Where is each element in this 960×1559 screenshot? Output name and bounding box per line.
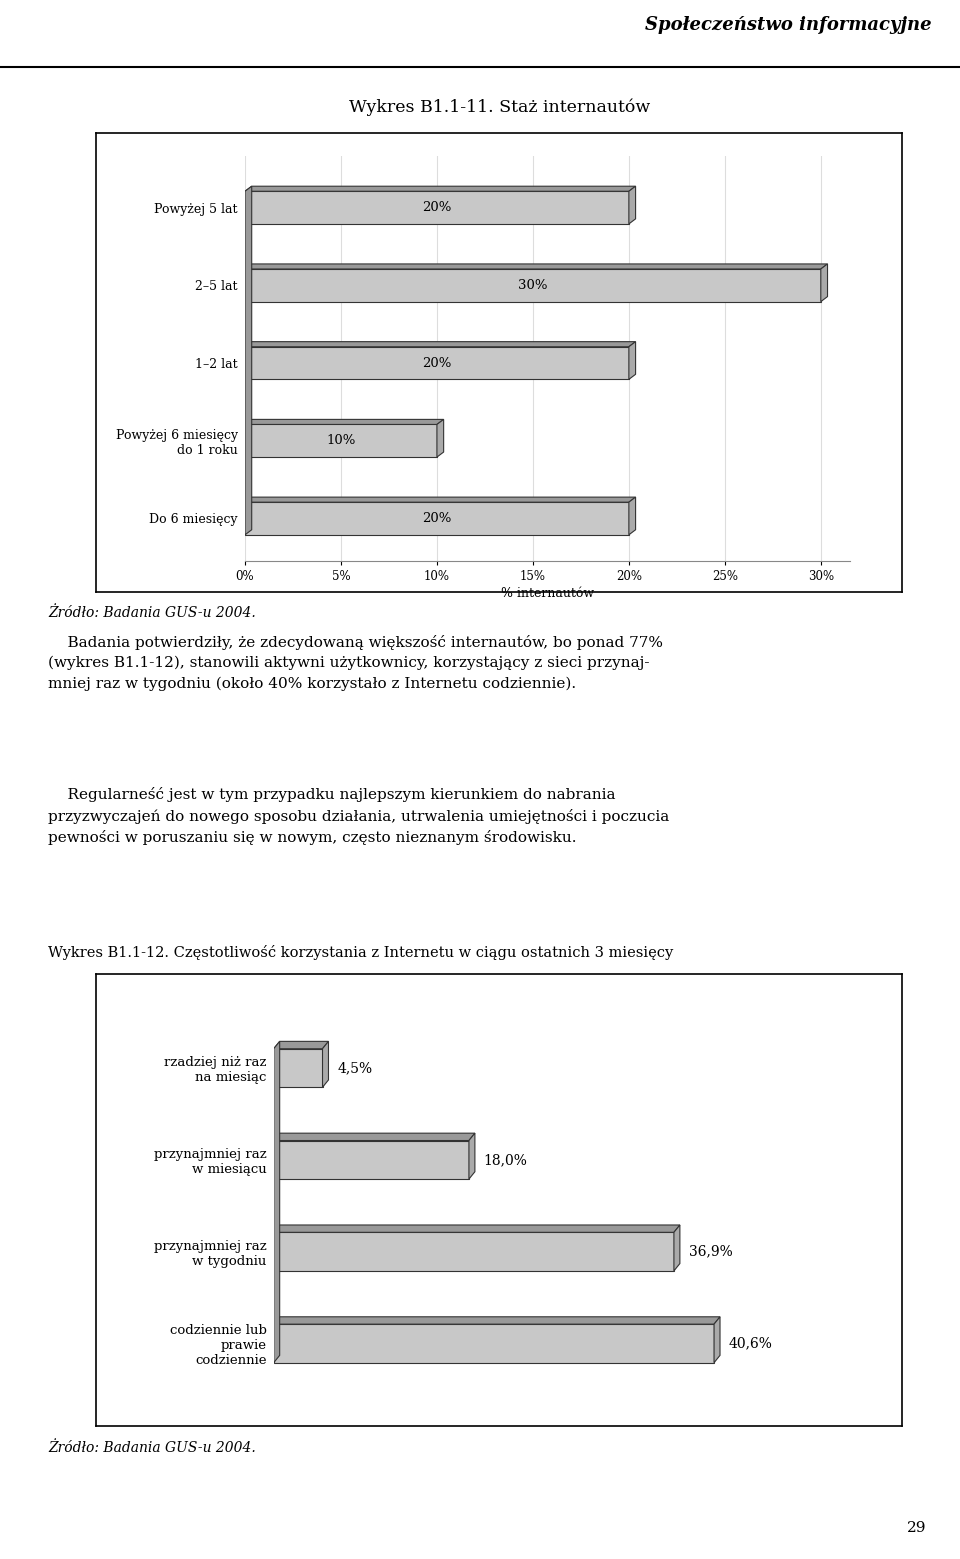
Polygon shape xyxy=(245,186,252,535)
Text: 20%: 20% xyxy=(422,511,451,525)
Text: 18,0%: 18,0% xyxy=(484,1152,527,1166)
Text: 20%: 20% xyxy=(422,357,451,369)
Polygon shape xyxy=(714,1317,720,1363)
Text: Żródło: Badania GUS-u 2004.: Żródło: Badania GUS-u 2004. xyxy=(48,606,255,619)
Polygon shape xyxy=(274,1041,328,1049)
FancyBboxPatch shape xyxy=(274,1049,323,1087)
Polygon shape xyxy=(629,186,636,224)
FancyBboxPatch shape xyxy=(245,424,437,457)
FancyBboxPatch shape xyxy=(245,270,821,301)
Polygon shape xyxy=(274,1041,279,1363)
Polygon shape xyxy=(245,341,636,346)
Text: Społeczeństwo informacyjne: Społeczeństwo informacyjne xyxy=(644,16,931,34)
FancyBboxPatch shape xyxy=(245,346,629,379)
Text: Badania potwierdziły, że zdecydowaną większość internautów, bo ponad 77%
(wykres: Badania potwierdziły, że zdecydowaną wię… xyxy=(48,635,663,691)
Polygon shape xyxy=(274,1225,680,1232)
Text: 4,5%: 4,5% xyxy=(337,1062,372,1076)
Polygon shape xyxy=(437,419,444,457)
Text: 10%: 10% xyxy=(326,435,355,447)
Text: Wykres B1.1-11. Staż internautów: Wykres B1.1-11. Staż internautów xyxy=(348,98,650,117)
Polygon shape xyxy=(468,1133,475,1179)
Polygon shape xyxy=(274,1317,720,1324)
Text: 30%: 30% xyxy=(518,279,547,292)
Polygon shape xyxy=(674,1225,680,1271)
Polygon shape xyxy=(245,186,636,192)
Text: 40,6%: 40,6% xyxy=(729,1336,773,1350)
Polygon shape xyxy=(323,1041,328,1087)
FancyBboxPatch shape xyxy=(274,1141,468,1179)
FancyBboxPatch shape xyxy=(245,192,629,224)
Text: 36,9%: 36,9% xyxy=(688,1244,732,1258)
Text: Żródło: Badania GUS-u 2004.: Żródło: Badania GUS-u 2004. xyxy=(48,1442,255,1455)
Text: 29: 29 xyxy=(907,1522,926,1534)
FancyBboxPatch shape xyxy=(274,1324,714,1363)
Polygon shape xyxy=(274,1133,475,1141)
Polygon shape xyxy=(245,497,636,502)
Polygon shape xyxy=(245,263,828,270)
FancyBboxPatch shape xyxy=(245,502,629,535)
FancyBboxPatch shape xyxy=(274,1232,674,1271)
Text: 20%: 20% xyxy=(422,201,451,214)
Text: Wykres B1.1-12. Częstotliwość korzystania z Internetu w ciągu ostatnich 3 miesię: Wykres B1.1-12. Częstotliwość korzystani… xyxy=(48,945,673,960)
Polygon shape xyxy=(821,263,828,301)
Polygon shape xyxy=(629,341,636,379)
Polygon shape xyxy=(245,419,444,424)
Polygon shape xyxy=(629,497,636,535)
X-axis label: % internautów: % internautów xyxy=(500,588,594,600)
Text: Regularneść jest w tym przypadku najlepszym kierunkiem do nabrania
przyzwyczajeń: Regularneść jest w tym przypadku najleps… xyxy=(48,787,669,845)
